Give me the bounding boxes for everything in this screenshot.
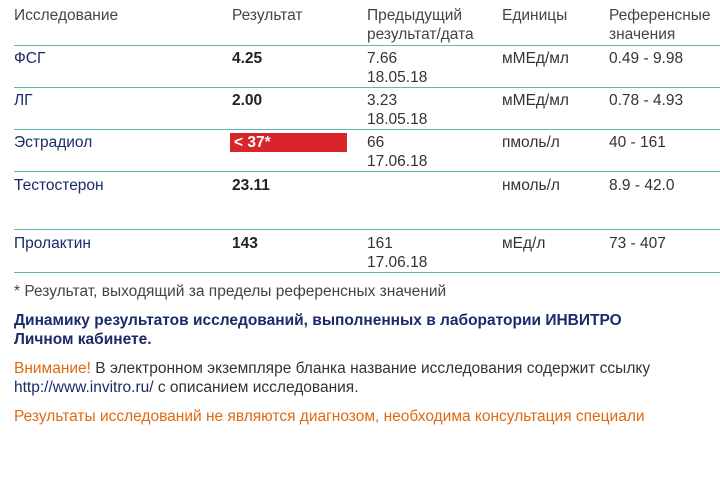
- link[interactable]: http://www.invitro.ru/: [14, 379, 154, 396]
- units: мЕд/л: [502, 235, 546, 252]
- link-text: с описанием исследования.: [157, 379, 359, 396]
- result: 4.25: [232, 50, 263, 67]
- units: мМЕд/мл: [502, 92, 569, 109]
- previous-result: 66: [367, 134, 385, 151]
- previous-date: 18.05.18: [367, 69, 428, 86]
- result: 2.00: [232, 92, 263, 109]
- reference: 8.9 - 42.0: [609, 177, 675, 194]
- test-name: ФСГ: [14, 50, 46, 67]
- previous-date: 18.05.18: [367, 111, 428, 128]
- row-divider: [14, 129, 720, 130]
- reference: 0.49 - 9.98: [609, 50, 684, 67]
- test-name: Тестостерон: [14, 177, 104, 194]
- units: нмоль/л: [502, 177, 560, 194]
- attention: Внимание! В электронном экземпляре бланк…: [14, 359, 650, 378]
- attention-text: В электронном экземпляре бланка название…: [95, 360, 651, 377]
- disclaimer: Результаты исследований не являются диаг…: [14, 408, 645, 425]
- dynamics-line: Динамику результатов исследований, выпол…: [14, 312, 622, 329]
- previous-result: 7.66: [367, 50, 398, 67]
- reference: 0.78 - 4.93: [609, 92, 684, 109]
- previous-date: 17.06.18: [367, 153, 428, 170]
- dynamics-line: Личном кабинете.: [14, 331, 152, 348]
- column-header: Предыдущий результат/дата: [367, 7, 474, 43]
- previous-date: 17.06.18: [367, 254, 428, 271]
- previous-result: 161: [367, 235, 393, 252]
- result: < 37*: [230, 133, 347, 152]
- column-header: Единицы: [502, 7, 568, 24]
- column-header: Результат: [232, 7, 303, 24]
- row-divider: [14, 272, 720, 273]
- row-divider: [14, 171, 720, 172]
- units: пмоль/л: [502, 134, 560, 151]
- result: 143: [232, 235, 258, 252]
- footnote: * Результат, выходящий за пределы рефере…: [14, 283, 447, 300]
- reference: 73 - 407: [609, 235, 666, 252]
- test-name: Пролактин: [14, 235, 91, 252]
- link-line: http://www.invitro.ru/ с описанием иссле…: [14, 378, 359, 397]
- test-name: ЛГ: [14, 92, 33, 109]
- row-divider: [14, 45, 720, 46]
- units: мМЕд/мл: [502, 50, 569, 67]
- previous-result: 3.23: [367, 92, 398, 109]
- attention-label: Внимание!: [14, 360, 91, 377]
- row-divider: [14, 87, 720, 88]
- column-header: Исследование: [14, 7, 119, 24]
- reference: 40 - 161: [609, 134, 666, 151]
- row-divider: [14, 229, 720, 230]
- column-header: Референсные значения: [609, 7, 711, 43]
- test-name: Эстрадиол: [14, 134, 93, 151]
- result: 23.11: [232, 177, 270, 194]
